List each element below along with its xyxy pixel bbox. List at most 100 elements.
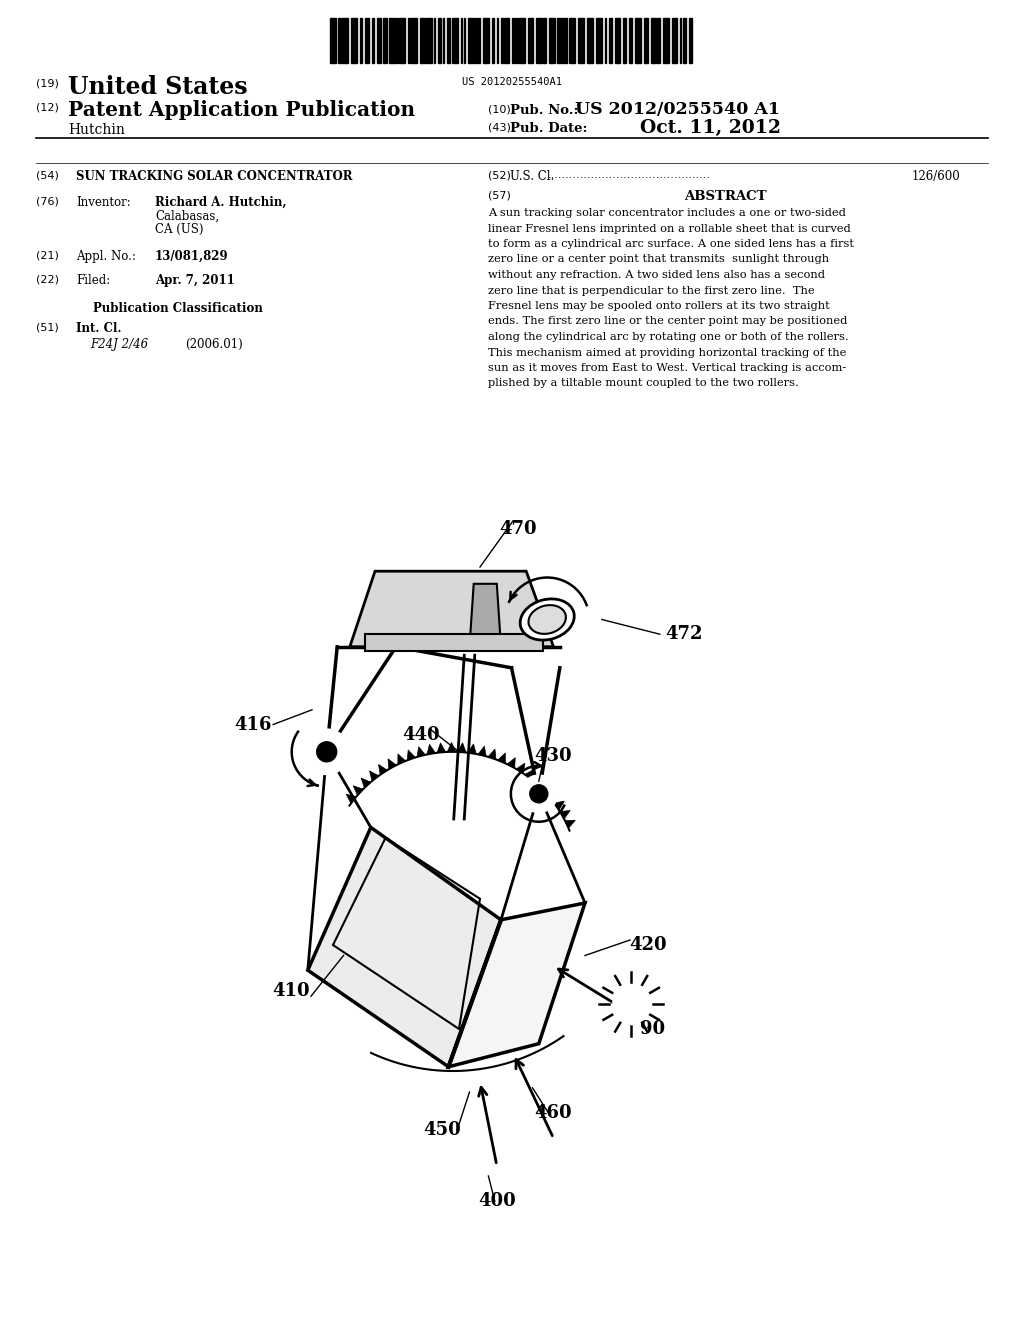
Bar xyxy=(338,18,341,63)
Text: (10): (10) xyxy=(488,104,511,114)
Text: zero line or a center point that transmits  sunlight through: zero line or a center point that transmi… xyxy=(488,255,829,264)
Polygon shape xyxy=(398,754,406,764)
Polygon shape xyxy=(427,744,435,754)
Polygon shape xyxy=(488,750,496,759)
Text: (43): (43) xyxy=(488,121,511,132)
Text: zero line that is perpendicular to the first zero line.  The: zero line that is perpendicular to the f… xyxy=(488,285,815,296)
Text: (2006.01): (2006.01) xyxy=(185,338,243,351)
Text: ABSTRACT: ABSTRACT xyxy=(684,190,766,203)
Bar xyxy=(578,18,584,63)
Bar xyxy=(420,18,425,63)
Text: .............................................: ........................................… xyxy=(548,170,711,180)
Bar xyxy=(657,18,660,63)
Bar xyxy=(492,18,494,63)
Polygon shape xyxy=(548,792,558,801)
Text: 410: 410 xyxy=(272,982,310,1001)
Bar xyxy=(388,18,394,63)
Bar xyxy=(442,18,444,63)
Bar xyxy=(651,18,655,63)
Text: Appl. No.:: Appl. No.: xyxy=(76,249,136,263)
Circle shape xyxy=(305,730,349,774)
Text: 470: 470 xyxy=(499,520,537,539)
Bar xyxy=(536,18,542,63)
Bar xyxy=(543,18,546,63)
Bar xyxy=(464,18,465,63)
Bar xyxy=(411,18,417,63)
Polygon shape xyxy=(370,771,379,781)
Bar xyxy=(568,18,574,63)
Polygon shape xyxy=(346,795,356,804)
Text: 400: 400 xyxy=(478,1192,516,1210)
Text: This mechanism aimed at providing horizontal tracking of the: This mechanism aimed at providing horizo… xyxy=(488,347,847,358)
Text: SUN TRACKING SOLAR CONCENTRATOR: SUN TRACKING SOLAR CONCENTRATOR xyxy=(76,170,352,183)
Bar xyxy=(512,18,514,63)
Polygon shape xyxy=(554,801,564,810)
Text: Filed:: Filed: xyxy=(76,275,111,286)
Polygon shape xyxy=(507,758,515,768)
Bar xyxy=(351,18,357,63)
Bar xyxy=(680,18,681,63)
Polygon shape xyxy=(350,572,554,647)
Text: Patent Application Publication: Patent Application Publication xyxy=(68,100,415,120)
Polygon shape xyxy=(525,770,534,780)
Text: US 2012/0255540 A1: US 2012/0255540 A1 xyxy=(575,102,780,117)
Text: Pub. No.:: Pub. No.: xyxy=(510,104,579,117)
Text: Apr. 7, 2011: Apr. 7, 2011 xyxy=(155,275,234,286)
Circle shape xyxy=(521,776,557,812)
Bar xyxy=(564,18,567,63)
Text: (19): (19) xyxy=(36,78,58,88)
Polygon shape xyxy=(361,777,371,788)
Text: Publication Classification: Publication Classification xyxy=(93,302,263,315)
Polygon shape xyxy=(468,744,476,754)
Polygon shape xyxy=(478,746,486,756)
Text: Richard A. Hutchin,: Richard A. Hutchin, xyxy=(155,195,287,209)
Bar xyxy=(461,18,462,63)
Bar xyxy=(528,18,532,63)
Bar xyxy=(396,18,397,63)
Text: linear Fresnel lens imprinted on a rollable sheet that is curved: linear Fresnel lens imprinted on a rolla… xyxy=(488,223,851,234)
Text: 440: 440 xyxy=(402,726,440,744)
Polygon shape xyxy=(437,743,445,752)
Polygon shape xyxy=(534,776,543,787)
Text: along the cylindrical arc by rotating one or both of the rollers.: along the cylindrical arc by rotating on… xyxy=(488,333,849,342)
Polygon shape xyxy=(365,634,543,651)
Bar xyxy=(683,18,685,63)
Bar xyxy=(474,18,475,63)
Bar xyxy=(483,18,489,63)
Bar xyxy=(556,18,562,63)
Bar xyxy=(372,18,374,63)
Polygon shape xyxy=(516,763,525,774)
Polygon shape xyxy=(408,750,416,760)
Text: Fresnel lens may be spooled onto rollers at its two straight: Fresnel lens may be spooled onto rollers… xyxy=(488,301,829,312)
Bar xyxy=(497,18,498,63)
Bar xyxy=(377,18,381,63)
Text: 430: 430 xyxy=(535,747,572,766)
Polygon shape xyxy=(560,810,570,818)
Polygon shape xyxy=(541,784,551,793)
Bar xyxy=(399,18,406,63)
Polygon shape xyxy=(417,747,425,756)
Bar xyxy=(596,18,601,63)
Text: (51): (51) xyxy=(36,322,58,333)
Circle shape xyxy=(316,742,337,762)
Bar xyxy=(342,18,348,63)
Text: 90: 90 xyxy=(640,1020,665,1038)
Text: without any refraction. A two sided lens also has a second: without any refraction. A two sided lens… xyxy=(488,271,825,280)
Polygon shape xyxy=(498,752,506,763)
Text: (76): (76) xyxy=(36,195,58,206)
Bar xyxy=(330,18,336,63)
Text: U.S. Cl.: U.S. Cl. xyxy=(510,170,554,183)
Bar xyxy=(501,18,503,63)
Text: 450: 450 xyxy=(423,1121,461,1139)
Bar xyxy=(615,18,620,63)
Polygon shape xyxy=(308,828,501,1067)
Text: Inventor:: Inventor: xyxy=(76,195,131,209)
Text: (54): (54) xyxy=(36,170,58,180)
Bar xyxy=(519,18,525,63)
Bar xyxy=(635,18,640,63)
Bar xyxy=(549,18,555,63)
Text: Int. Cl.: Int. Cl. xyxy=(76,322,122,335)
Text: 472: 472 xyxy=(665,626,702,643)
Bar xyxy=(438,18,441,63)
Text: (21): (21) xyxy=(36,249,58,260)
